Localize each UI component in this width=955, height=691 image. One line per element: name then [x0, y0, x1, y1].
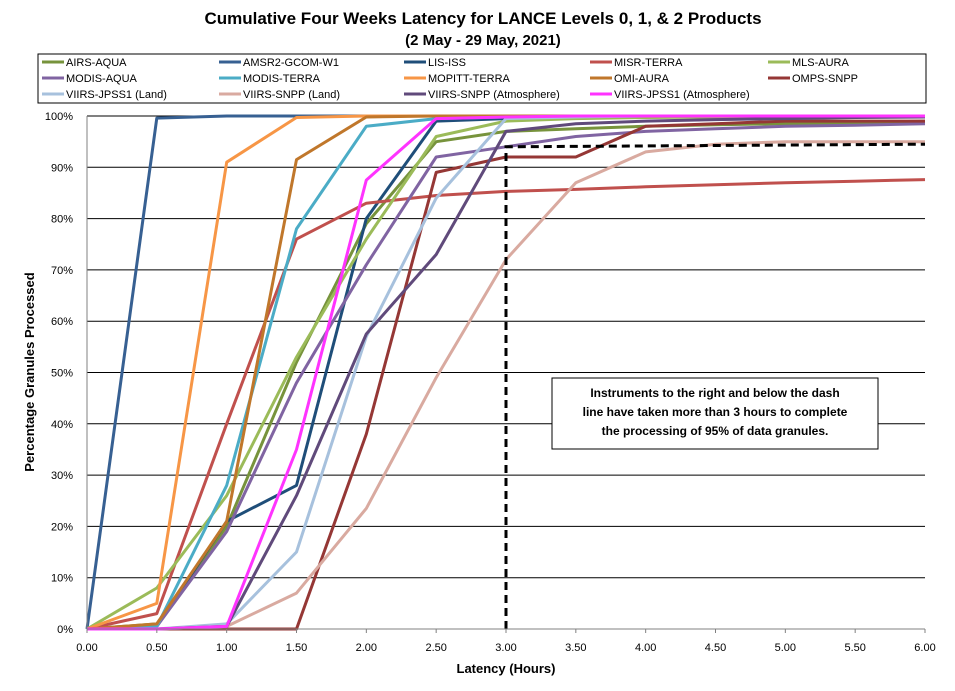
series-line-13 — [87, 114, 925, 631]
legend: AIRS-AQUA AMSR2-GCOM-W1 LIS-ISS MISR-TERRA M… — [42, 57, 858, 101]
chart-subtitle: (2 May - 29 May, 2021) — [405, 32, 561, 49]
legend-label: OMPS-SNPP — [792, 73, 858, 85]
x-tick-label: 3.00 — [495, 642, 516, 654]
legend-label: MISR-TERRA — [614, 57, 683, 69]
x-tick-label: 2.00 — [356, 642, 377, 654]
y-tick-label: 10% — [51, 573, 73, 585]
annotation-line-2: line have taken more than 3 hours to com… — [583, 405, 848, 419]
x-tick-label: 0.50 — [146, 642, 167, 654]
y-tick-label: 80% — [51, 214, 73, 226]
y-tick-label: 30% — [51, 470, 73, 482]
legend-label: LIS-ISS — [428, 57, 466, 69]
y-tick-labels: 0% 10% 20% 30% 40% 50% 60% 70% 80% 90% 100% — [45, 111, 73, 636]
y-tick-label: 40% — [51, 419, 73, 431]
legend-label: AMSR2-GCOM-W1 — [243, 57, 339, 69]
y-tick-label: 90% — [51, 162, 73, 174]
y-tick-label: 60% — [51, 316, 73, 328]
x-tick-label: 5.00 — [775, 642, 796, 654]
x-tick-label: 3.50 — [565, 642, 586, 654]
annotation-line-3: the processing of 95% of data granules. — [602, 424, 829, 438]
x-tick-label: 2.50 — [425, 642, 446, 654]
x-axis-label: Latency (Hours) — [457, 661, 556, 676]
x-tick-label: 0.00 — [76, 642, 97, 654]
threshold-dash-line — [504, 142, 926, 629]
legend-label: MLS-AURA — [792, 57, 850, 69]
y-tick-label: 0% — [57, 624, 73, 636]
legend-label: MODIS-AQUA — [66, 73, 138, 85]
x-tick-label: 1.00 — [216, 642, 237, 654]
series-line-3 — [86, 178, 926, 631]
legend-label: VIIRS-JPSS1 (Land) — [66, 89, 167, 101]
chart-title: Cumulative Four Weeks Latency for LANCE … — [204, 9, 761, 28]
legend-label: AIRS-AQUA — [66, 57, 127, 69]
y-tick-label: 70% — [51, 265, 73, 277]
y-tick-label: 100% — [45, 111, 73, 123]
y-axis-label: Percentage Granules Processed — [22, 272, 37, 471]
x-tick-label: 4.50 — [705, 642, 726, 654]
legend-label: VIIRS-SNPP (Atmosphere) — [428, 89, 560, 101]
x-tick-label: 1.50 — [286, 642, 307, 654]
x-tick-labels: 0.00 0.50 1.00 1.50 2.00 2.50 3.00 3.50 4.00 4.50… — [76, 629, 936, 654]
legend-label: VIIRS-JPSS1 (Atmosphere) — [614, 89, 750, 101]
annotation-line-1: Instruments to the right and below the d… — [590, 386, 839, 400]
x-tick-label: 6.00 — [914, 642, 935, 654]
annotation-box — [551, 377, 879, 450]
x-tick-label: 4.00 — [635, 642, 656, 654]
y-tick-label: 50% — [51, 368, 73, 380]
legend-label: OMI-AURA — [614, 73, 670, 85]
y-tick-label: 20% — [51, 521, 73, 533]
x-tick-label: 5.50 — [844, 642, 865, 654]
legend-label: VIIRS-SNPP (Land) — [243, 89, 340, 101]
legend-label: MODIS-TERRA — [243, 73, 321, 85]
legend-label: MOPITT-TERRA — [428, 73, 511, 85]
